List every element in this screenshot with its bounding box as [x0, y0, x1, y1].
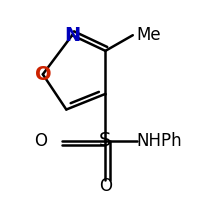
- Text: O: O: [34, 65, 51, 84]
- Text: Me: Me: [136, 26, 161, 44]
- Text: O: O: [34, 132, 46, 150]
- Text: S: S: [99, 131, 111, 150]
- Text: O: O: [98, 177, 111, 195]
- Text: N: N: [64, 26, 80, 45]
- Text: NHPh: NHPh: [136, 132, 181, 150]
